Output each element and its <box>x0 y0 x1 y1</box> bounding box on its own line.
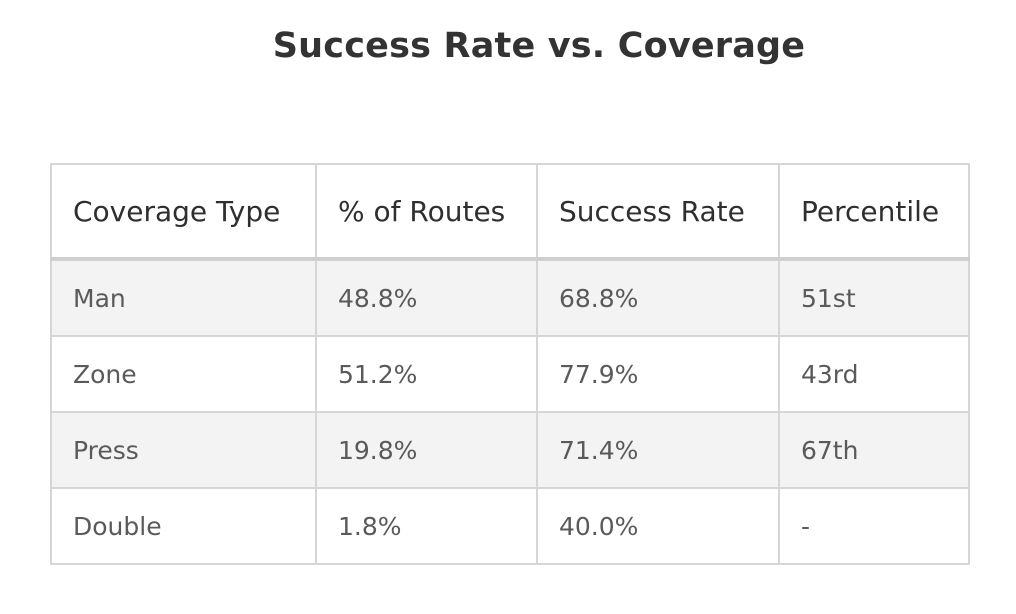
table-row: Man 48.8% 68.8% 51st <box>50 258 970 337</box>
column-header-percentile: Percentile <box>778 163 970 261</box>
cell-percentile: 43rd <box>778 335 970 413</box>
cell-coverage-type: Double <box>50 487 317 565</box>
table-row: Zone 51.2% 77.9% 43rd <box>50 335 970 413</box>
cell-coverage-type: Press <box>50 411 317 489</box>
cell-percentile: 67th <box>778 411 970 489</box>
cell-coverage-type: Man <box>50 258 317 337</box>
table-row: Press 19.8% 71.4% 67th <box>50 411 970 489</box>
table-row: Double 1.8% 40.0% - <box>50 487 970 565</box>
cell-coverage-type: Zone <box>50 335 317 413</box>
column-header-success-rate: Success Rate <box>536 163 780 261</box>
cell-success-rate: 77.9% <box>536 335 780 413</box>
column-header-percent-of-routes: % of Routes <box>315 163 538 261</box>
cell-percent-of-routes: 51.2% <box>315 335 538 413</box>
column-header-coverage-type: Coverage Type <box>50 163 317 261</box>
cell-percent-of-routes: 1.8% <box>315 487 538 565</box>
header-row: Coverage Type % of Routes Success Rate P… <box>50 163 970 261</box>
cell-percentile: 51st <box>778 258 970 337</box>
chart-title: Success Rate vs. Coverage <box>272 26 806 66</box>
cell-percent-of-routes: 19.8% <box>315 411 538 489</box>
cell-success-rate: 71.4% <box>536 411 780 489</box>
cell-percentile: - <box>778 487 970 565</box>
cell-percent-of-routes: 48.8% <box>315 258 538 337</box>
cell-success-rate: 68.8% <box>536 258 780 337</box>
coverage-table: Coverage Type % of Routes Success Rate P… <box>50 163 970 565</box>
cell-success-rate: 40.0% <box>536 487 780 565</box>
